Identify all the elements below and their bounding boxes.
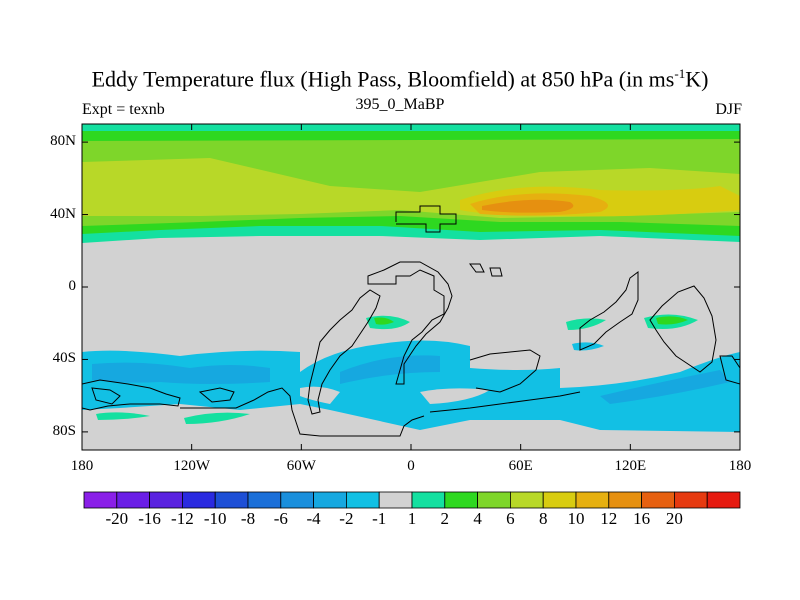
colorbar-box xyxy=(674,491,708,509)
colorbar-label: -4 xyxy=(306,509,321,528)
colorbar-box xyxy=(509,491,544,509)
colorbar-box xyxy=(83,491,118,509)
lon-tick-label: 60E xyxy=(508,458,533,474)
colorbar-box xyxy=(280,491,314,509)
colorbar-label: -1 xyxy=(372,509,387,528)
lon-tick-label: 120E xyxy=(614,458,647,474)
colorbar-box xyxy=(542,491,577,509)
colorbar-label: 8 xyxy=(538,509,548,528)
experiment-label: Expt = texnb xyxy=(82,101,165,118)
coastlines xyxy=(82,205,740,437)
colorbar-box xyxy=(411,491,446,509)
colorbar-label: -2 xyxy=(339,509,354,528)
colorbar-label: -16 xyxy=(138,509,161,528)
sh-band-outer xyxy=(82,340,740,432)
run-label: 395_0_MaBP xyxy=(355,96,445,113)
lat-tick-label: 40N xyxy=(50,205,76,222)
nh-max-inner xyxy=(482,199,574,213)
coast-india xyxy=(469,263,503,277)
colorbar-label: 1 xyxy=(407,509,417,528)
patch-south-1 xyxy=(96,412,150,420)
axis-ticks xyxy=(81,124,741,450)
coast-sh-3 xyxy=(429,391,581,413)
sh-gap-2 xyxy=(300,386,340,404)
colorbar xyxy=(83,491,741,509)
lat-tick-label: 0 xyxy=(68,278,77,294)
coast-sh-7 xyxy=(719,355,740,385)
lon-tick-label: 180 xyxy=(728,458,752,474)
colorbar-label: 10 xyxy=(567,509,585,528)
colorbar-box xyxy=(313,491,347,509)
coast-sh-5 xyxy=(91,387,121,405)
colorbar-box xyxy=(706,491,741,509)
coast-sh-6 xyxy=(198,387,235,403)
lat-tick-label: 40S xyxy=(52,350,76,367)
colorbar-box xyxy=(345,491,380,509)
coast-australia xyxy=(649,285,717,373)
colorbar-box xyxy=(608,491,642,509)
colorbar-box xyxy=(181,491,216,509)
coast-sh-4 xyxy=(469,349,541,393)
patch-south-2 xyxy=(184,412,250,424)
sh-atlantic-inner xyxy=(340,355,440,384)
patch-sa-core xyxy=(374,317,394,325)
colorbar-box xyxy=(444,491,478,509)
colorbar-box xyxy=(378,491,413,509)
colorbar-box xyxy=(641,491,675,509)
lat-tick-label: 80S xyxy=(52,422,76,439)
coast-south-america xyxy=(307,289,381,415)
colorbar-label: -12 xyxy=(171,509,194,528)
coast-se-asia xyxy=(579,271,639,351)
coast-sh-2 xyxy=(180,387,425,437)
colorbar-label: -20 xyxy=(105,509,129,528)
colorbar-box xyxy=(214,491,249,509)
colorbar-box xyxy=(149,491,183,509)
sh-gap-1 xyxy=(420,388,490,404)
colorbar-label: -8 xyxy=(240,509,256,528)
colorbar-label: 4 xyxy=(473,509,482,528)
map-field xyxy=(82,124,740,450)
lon-tick-label: 120W xyxy=(173,458,210,474)
chart-title: Eddy Temperature flux (High Pass, Bloomf… xyxy=(91,66,709,92)
colorbar-label: 2 xyxy=(440,509,450,528)
colorbar-box xyxy=(116,491,151,509)
colorbar-box xyxy=(247,491,282,509)
patch-aus-e-core xyxy=(656,316,688,325)
colorbar-label: -10 xyxy=(203,509,227,528)
lon-tick-label: 0 xyxy=(407,458,415,474)
colorbar-label: 6 xyxy=(506,509,515,528)
sh-indian-inner xyxy=(600,370,730,404)
coast-mediterranean xyxy=(395,205,457,233)
patch-aus-w xyxy=(566,318,606,330)
coast-africa xyxy=(367,261,453,385)
sh-band-inner xyxy=(92,362,270,384)
colorbar-box xyxy=(575,491,610,509)
season-label: DJF xyxy=(715,101,742,118)
colorbar-label: 12 xyxy=(600,509,618,528)
colorbar-label: -6 xyxy=(273,509,288,528)
lon-tick-label: 60W xyxy=(286,458,316,474)
colorbar-label: 20 xyxy=(665,509,683,528)
coast-sh-1 xyxy=(82,379,181,411)
colorbar-box xyxy=(477,491,511,509)
lat-tick-label: 80N xyxy=(50,133,76,150)
lon-tick-label: 180 xyxy=(70,458,94,474)
colorbar-label: 16 xyxy=(633,509,651,528)
